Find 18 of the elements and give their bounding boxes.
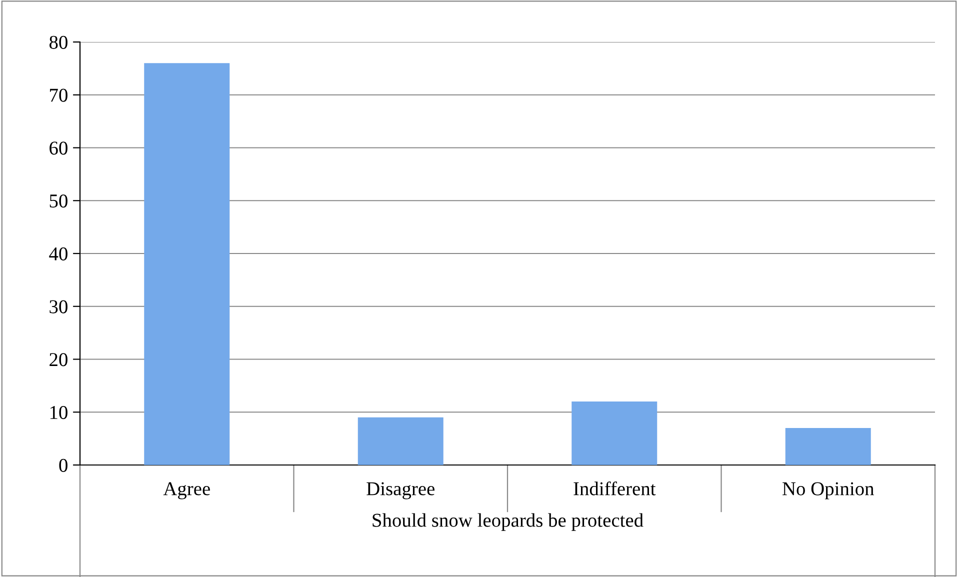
x-tick-label: No Opinion <box>782 482 874 500</box>
x-tick-label: Indifferent <box>574 481 656 496</box>
bar <box>358 417 444 465</box>
bar <box>785 428 871 465</box>
y-tick-label: 20 <box>50 353 68 366</box>
y-tick-label: 0 <box>59 458 68 472</box>
y-tick-label: 30 <box>50 300 68 314</box>
y-tick-label: 60 <box>50 142 68 155</box>
y-tick-label: 40 <box>49 247 68 260</box>
x-tick-label: Agree <box>163 482 210 500</box>
bar <box>572 402 658 465</box>
x-tick-label: Disagree <box>366 482 434 500</box>
x-axis-title: Should snow leopards be protected <box>372 513 644 531</box>
y-tick-label: 80 <box>49 36 68 49</box>
bar <box>144 63 230 465</box>
y-tick-label: 70 <box>50 88 68 102</box>
y-tick-label: 50 <box>50 194 68 208</box>
y-tick-label: 10 <box>50 406 68 420</box>
